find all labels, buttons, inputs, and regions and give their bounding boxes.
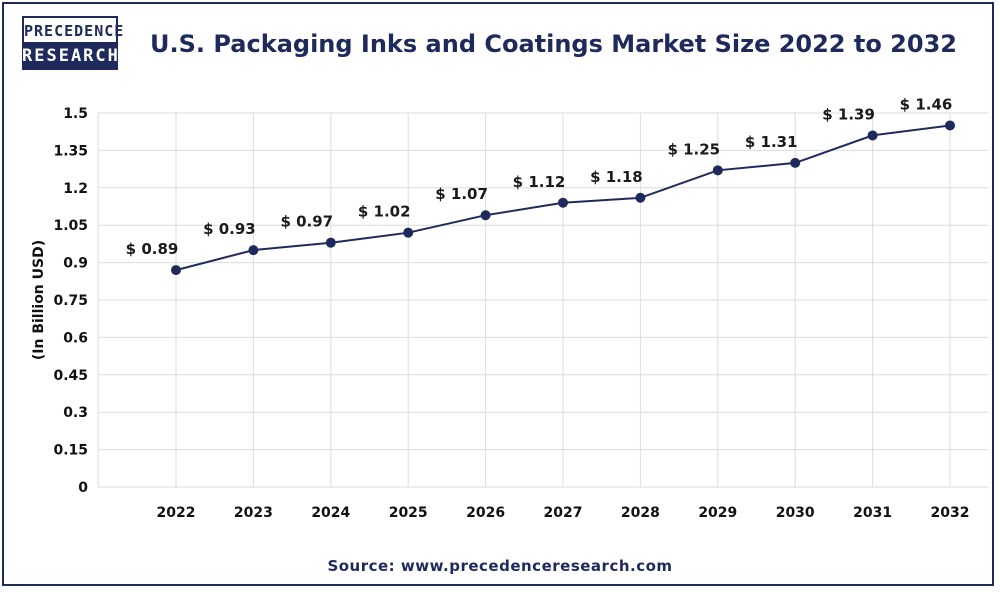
- y-tick-label: 1.2: [63, 181, 88, 197]
- y-axis-title: (In Billion USD): [31, 240, 47, 360]
- data-point-2032: [945, 120, 955, 131]
- chart-frame: [2, 2, 994, 586]
- data-point-2027: [558, 197, 568, 208]
- data-label-2027: $ 1.12: [513, 173, 566, 191]
- grid-lines: [97, 112, 988, 488]
- data-label-2029: $ 1.25: [667, 140, 720, 158]
- x-tick-label: 2032: [931, 505, 970, 521]
- data-label-2023: $ 0.93: [203, 220, 256, 238]
- data-label-2026: $ 1.07: [435, 185, 488, 203]
- x-tick-label: 2028: [621, 505, 660, 521]
- x-tick-label: 2026: [466, 505, 505, 521]
- y-tick-label: 1.05: [53, 218, 88, 234]
- data-point-2023: [248, 245, 259, 256]
- source-caption: Source: www.precedenceresearch.com: [327, 557, 673, 575]
- y-tick-label: 0: [78, 480, 88, 496]
- y-tick-label: 0.15: [53, 443, 88, 459]
- x-tick-label: 2023: [234, 505, 273, 521]
- data-point-2029: [712, 165, 723, 176]
- x-tick-label: 2029: [698, 505, 737, 521]
- chart-title: U.S. Packaging Inks and Coatings Market …: [150, 30, 957, 58]
- x-tick-label: 2031: [853, 505, 892, 521]
- x-tick-label: 2024: [311, 505, 350, 521]
- x-tick-label: 2025: [389, 505, 428, 521]
- y-tick-label: 0.45: [53, 368, 88, 384]
- data-label-2024: $ 0.97: [280, 213, 333, 231]
- y-tick-label: 0.75: [53, 293, 88, 309]
- precedence-research-logo: PRECEDENCE RESEARCH: [22, 16, 123, 70]
- logo-line-2: RESEARCH: [22, 42, 118, 70]
- data-point-2024: [325, 237, 336, 248]
- data-label-2030: $ 1.31: [745, 133, 798, 151]
- y-tick-label: 1.35: [53, 143, 88, 159]
- y-tick-label: 0.3: [63, 405, 88, 421]
- data-label-2032: $ 1.46: [900, 95, 953, 113]
- data-point-2028: [635, 192, 646, 203]
- x-axis-ticks: 2022 2023 2024 2025 2026 2027 2028 2029 2030 2031…: [157, 505, 970, 521]
- data-points: [171, 120, 955, 276]
- x-tick-label: 2030: [776, 505, 815, 521]
- data-point-2030: [790, 157, 801, 168]
- data-label-2028: $ 1.18: [590, 168, 643, 186]
- y-tick-label: 1.5: [63, 106, 88, 122]
- data-labels: $ 0.89 $ 0.93 $ 0.97 $ 1.02 $ 1.07 $ 1.12 $ 1.…: [126, 95, 953, 258]
- data-label-2025: $ 1.02: [358, 203, 411, 221]
- data-label-2031: $ 1.39: [822, 105, 875, 123]
- data-point-2026: [480, 210, 491, 221]
- y-tick-label: 0.9: [63, 256, 88, 272]
- x-tick-label: 2022: [157, 505, 196, 521]
- x-tick-label: 2027: [544, 505, 583, 521]
- data-point-2031: [867, 130, 878, 141]
- y-tick-label: 0.6: [63, 330, 88, 346]
- logo-line-1: PRECEDENCE: [22, 16, 123, 42]
- y-axis-ticks: 0 0.15 0.3 0.45 0.6 0.75 0.9 1.05 1.2 1.35 1.5: [53, 106, 88, 496]
- data-point-2025: [403, 227, 414, 238]
- data-point-2022: [171, 265, 181, 276]
- data-label-2022: $ 0.89: [126, 240, 179, 258]
